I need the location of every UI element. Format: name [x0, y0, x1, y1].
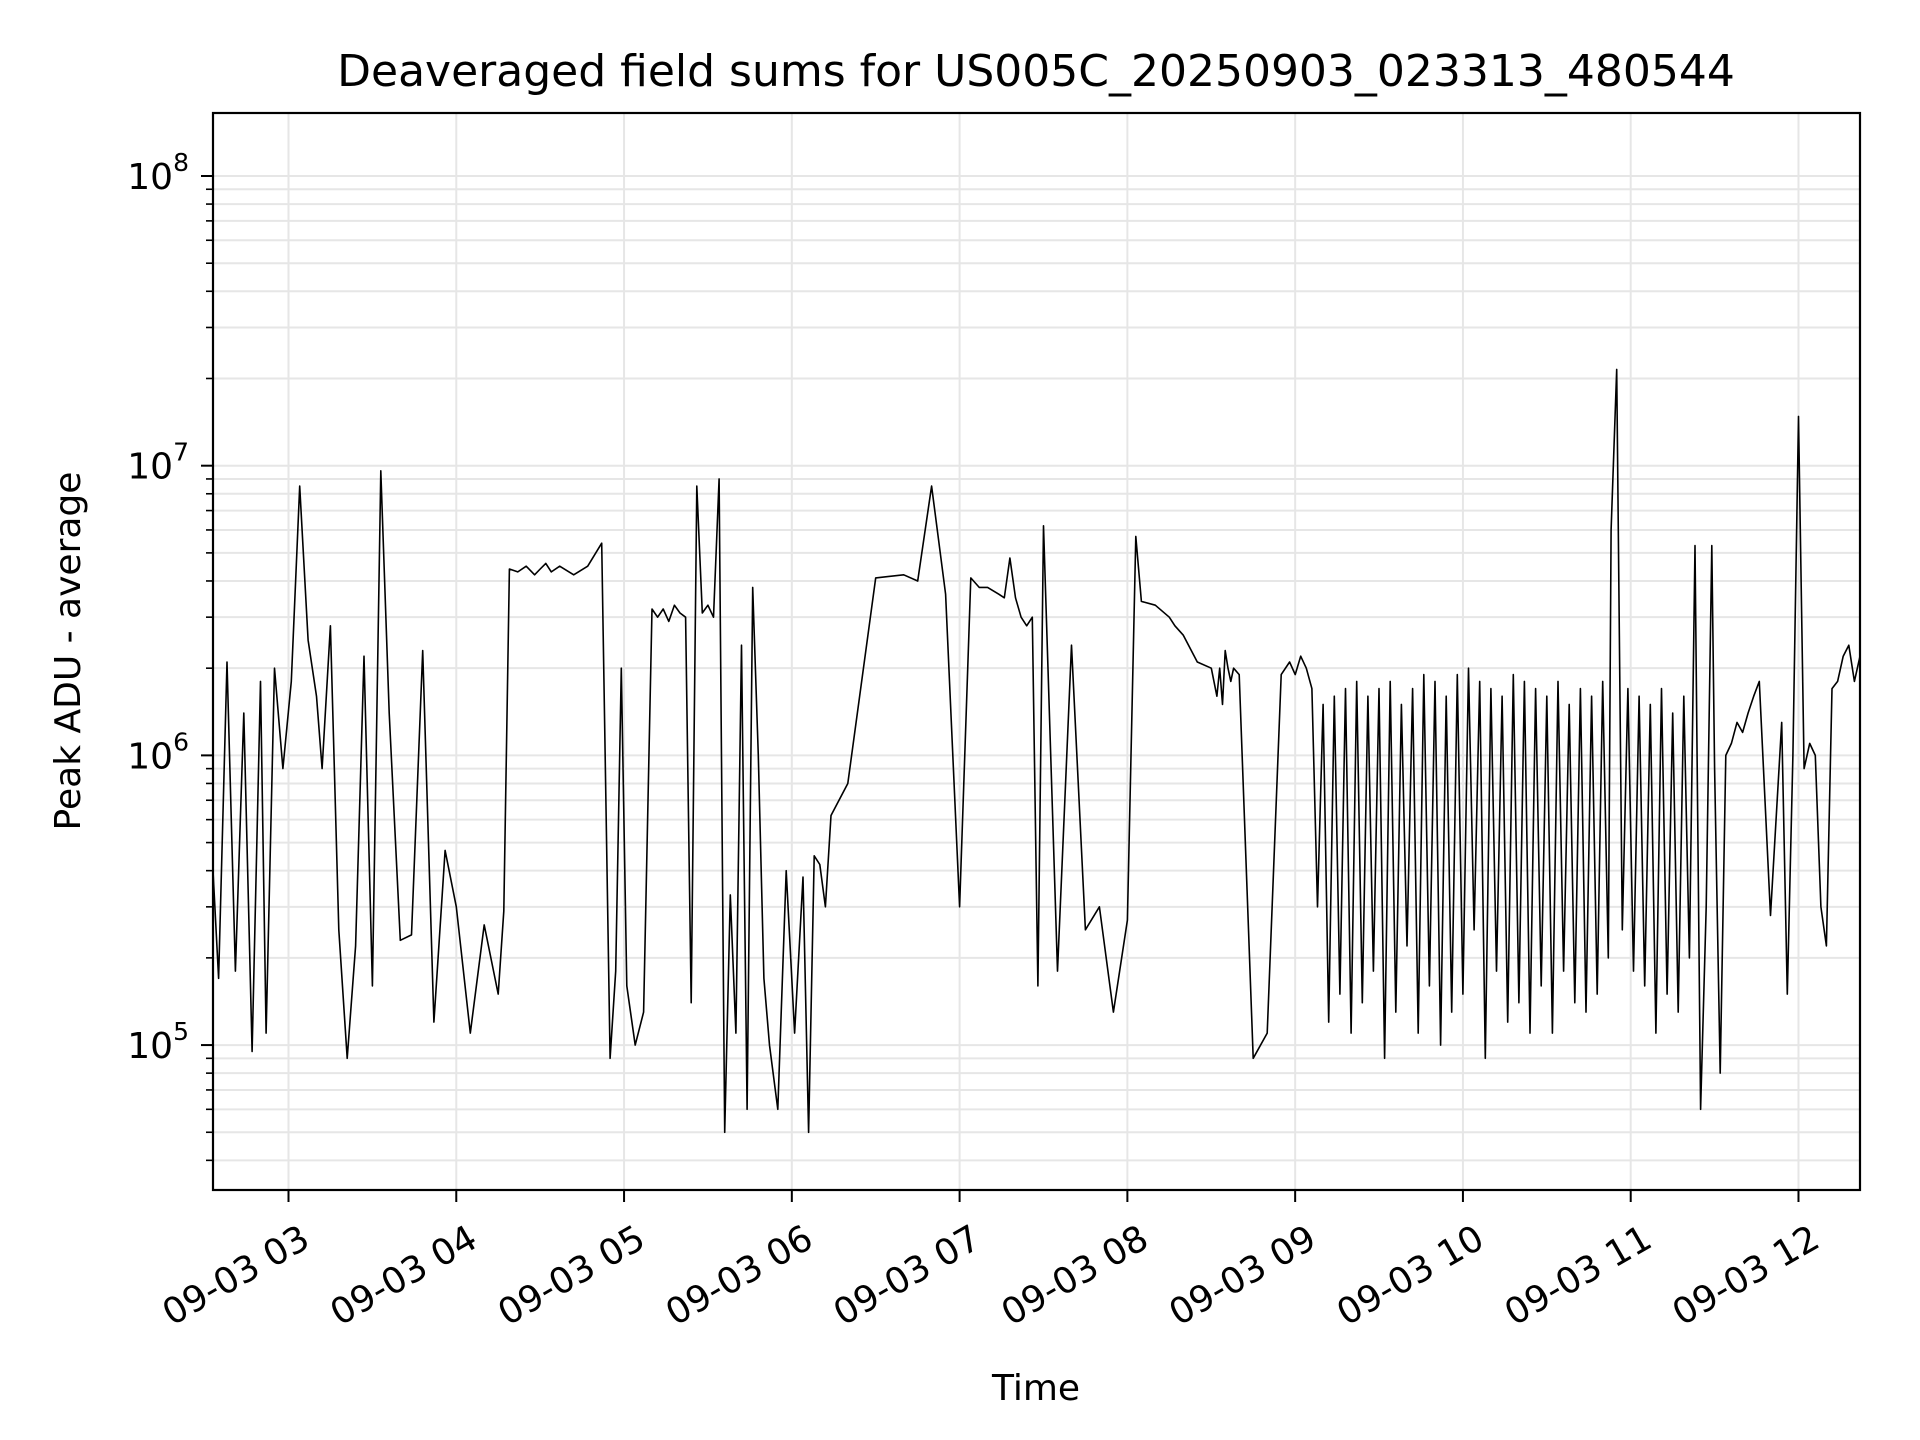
series-layer [212, 368, 1861, 1134]
y-tick-exponent: 6 [173, 727, 189, 756]
plot-frame [211, 111, 1862, 1192]
y-axis-label: Peak ADU - average [48, 472, 89, 831]
y-tick-base: 10 [127, 736, 173, 777]
series-line [212, 368, 1861, 1134]
y-tick-base: 10 [127, 157, 173, 198]
y-tick-label: 105 [127, 1017, 189, 1067]
chart-title: Deaveraged field sums for US005C_2025090… [337, 46, 1735, 97]
y-tick-label: 108 [127, 148, 189, 198]
x-axis-label: Time [991, 1368, 1080, 1409]
y-tick-exponent: 8 [173, 148, 189, 177]
y-tick-base: 10 [127, 447, 173, 488]
y-tick-label: 106 [127, 727, 189, 777]
y-tick-exponent: 5 [173, 1017, 189, 1046]
tick-marks [201, 175, 1800, 1202]
y-tick-base: 10 [127, 1026, 173, 1067]
y-tick-label: 107 [127, 438, 189, 488]
y-tick-exponent: 7 [173, 438, 189, 467]
